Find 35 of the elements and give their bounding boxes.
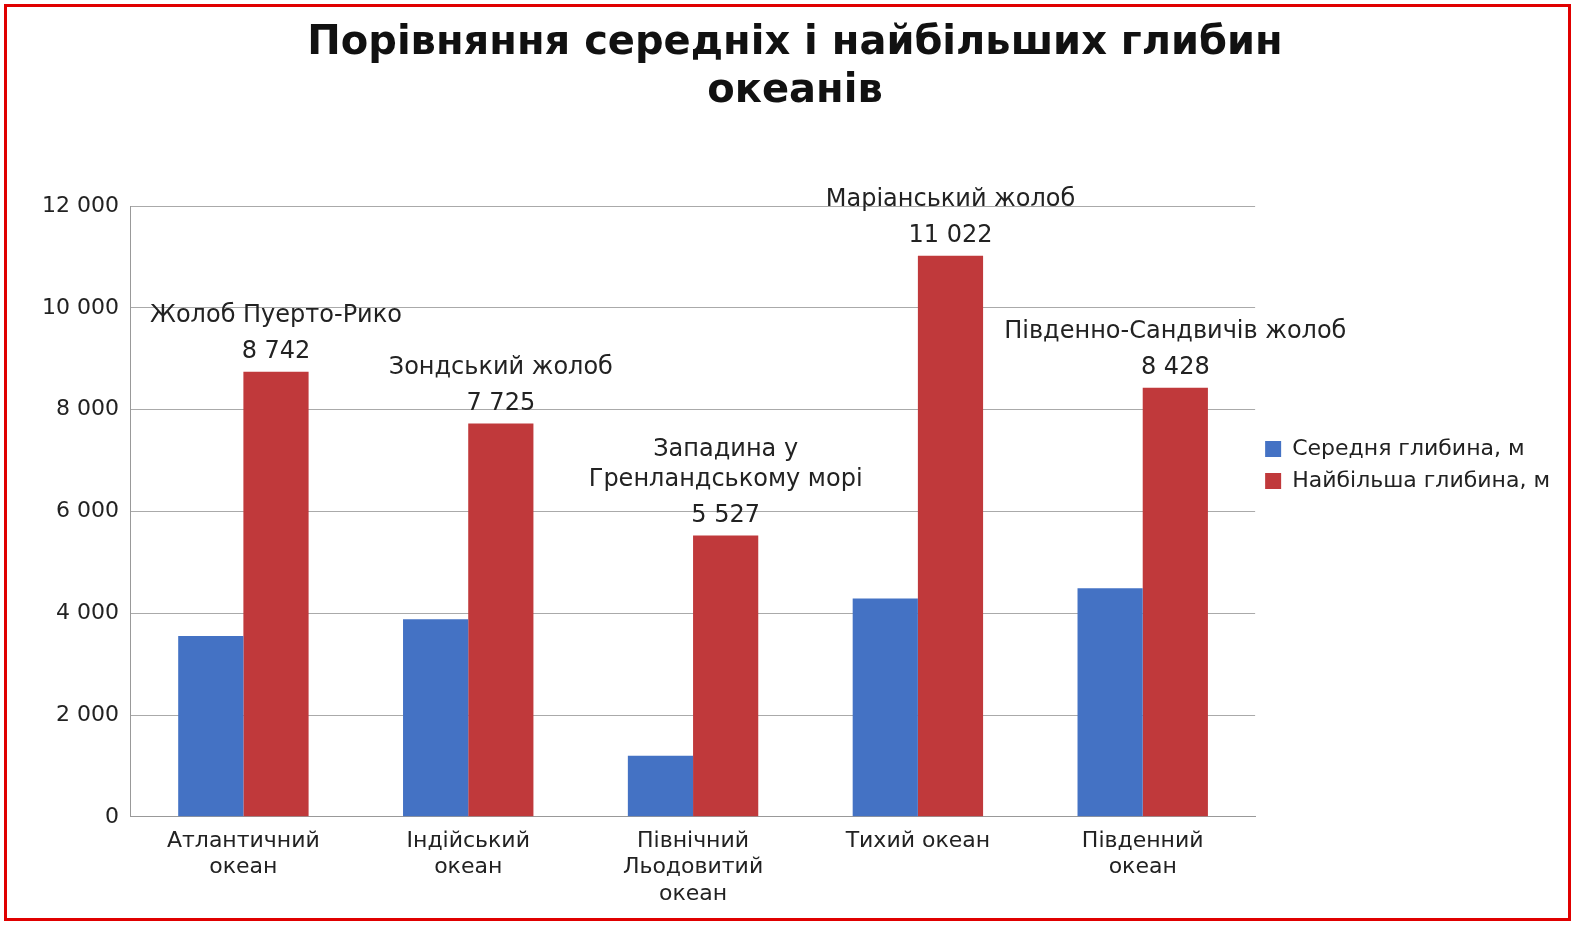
y-tick-label: 2 000 xyxy=(55,700,119,726)
y-tick-label: 0 xyxy=(104,802,119,828)
bar xyxy=(1142,387,1208,817)
data-label: 8 742 xyxy=(241,336,311,365)
y-tick-label: 12 000 xyxy=(41,191,119,217)
x-tick-label: Індійський океан xyxy=(406,826,530,879)
bar xyxy=(1077,588,1143,817)
bar xyxy=(917,255,984,817)
x-tick-label: Південний океан xyxy=(1081,826,1204,879)
y-tick-label: 4 000 xyxy=(55,598,119,624)
chart-title: Порівняння середніх і найбільших глибин океанів xyxy=(307,17,1283,112)
annotation: Жолоб Пуерто-Рико xyxy=(150,300,402,329)
data-label: 11 022 xyxy=(908,220,993,249)
annotation: Западина у Гренландському морі xyxy=(588,433,863,492)
bar xyxy=(852,598,918,817)
x-tick-label: Північний Льодовитий океан xyxy=(622,826,764,905)
x-tick-label: Тихий океан xyxy=(844,826,991,852)
bar xyxy=(243,371,309,817)
data-label: 5 527 xyxy=(691,499,761,528)
legend-label: Середня глибина, м xyxy=(1292,434,1525,460)
y-tick-label: 10 000 xyxy=(41,293,119,319)
data-label: 7 725 xyxy=(466,387,536,416)
bar xyxy=(403,619,469,817)
bar xyxy=(178,636,244,817)
bar xyxy=(693,535,759,817)
annotation: Маріанський жолоб xyxy=(825,184,1076,213)
annotation: Південно-Сандвичів жолоб xyxy=(1004,316,1347,345)
annotation: Зондський жолоб xyxy=(388,351,613,380)
bar xyxy=(468,423,534,817)
legend-label: Найбільша глибина, м xyxy=(1292,466,1551,492)
x-tick-label: Атлантичний океан xyxy=(166,826,320,879)
y-tick-label: 8 000 xyxy=(55,395,119,421)
data-label: 8 428 xyxy=(1140,352,1210,381)
bar xyxy=(627,755,694,817)
y-tick-label: 6 000 xyxy=(55,497,119,523)
